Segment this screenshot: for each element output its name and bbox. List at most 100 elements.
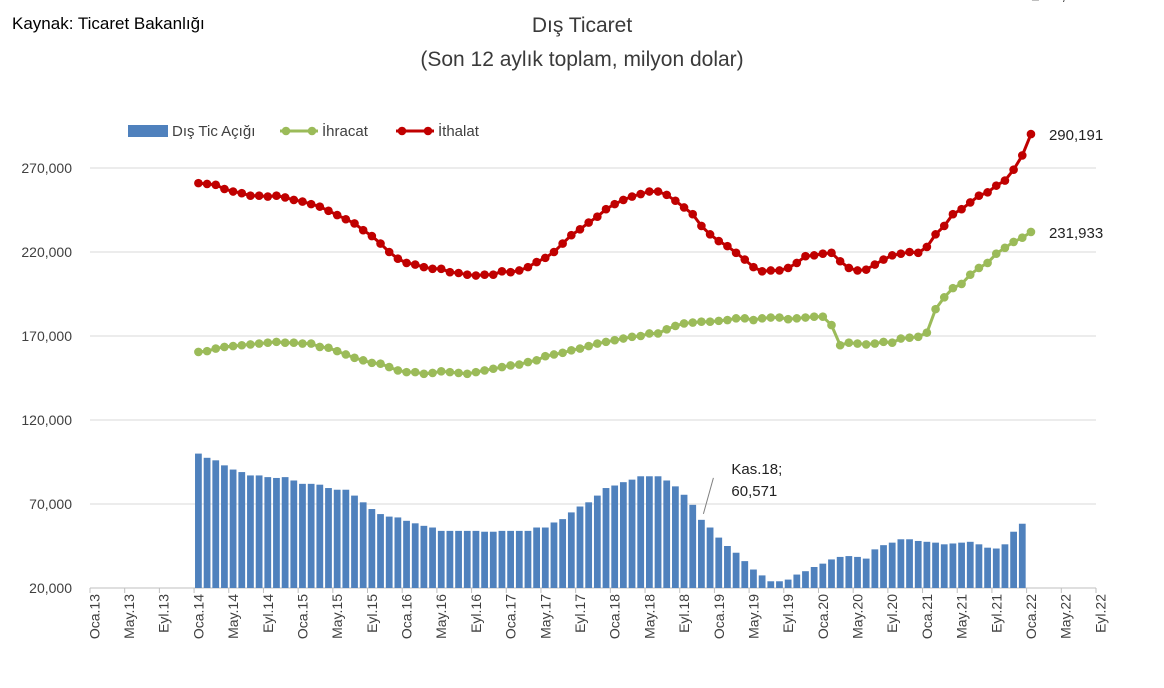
deficit-bar: [836, 556, 844, 588]
exports-point: [1026, 227, 1036, 237]
exports-point: [549, 350, 559, 359]
deficit-bar: [880, 545, 887, 588]
deficit-bar: [888, 542, 896, 588]
deficit-bar: [966, 541, 974, 588]
exports-point: [280, 338, 290, 348]
exports-point: [870, 339, 880, 348]
imports-point: [905, 247, 914, 257]
x-tick-label: Oca.22: [1023, 594, 1039, 639]
annotation-value: 231,933: [1049, 225, 1103, 242]
exports-point: [523, 357, 533, 367]
exports-point: [384, 362, 394, 372]
y-tick-label: 170,000: [21, 328, 72, 344]
deficit-bar: [533, 527, 541, 588]
deficit-bar: [776, 581, 783, 588]
exports-point: [584, 341, 593, 351]
deficit-bar: [481, 531, 488, 588]
deficit-bar: [828, 559, 835, 588]
imports-point: [497, 267, 507, 276]
deficit-bar: [940, 544, 948, 588]
imports-point: [480, 270, 489, 279]
deficit-bar: [507, 530, 514, 588]
imports-point: [384, 247, 394, 257]
exports-point: [939, 293, 949, 302]
imports-point: [714, 236, 724, 246]
imports-point: [619, 195, 628, 205]
exports-point: [289, 338, 299, 348]
x-tick-label: Eyl.17: [572, 594, 588, 633]
imports-point: [523, 262, 533, 272]
deficit-bar: [732, 552, 740, 588]
deficit-bar: [368, 509, 376, 588]
imports-point: [532, 257, 541, 267]
x-tick-label: May.13: [121, 594, 137, 639]
deficit-bar: [446, 530, 454, 588]
deficit-bars: [195, 453, 1026, 588]
legend-marker-exports: [281, 126, 291, 136]
exports-point: [922, 328, 932, 337]
imports-point: [1000, 176, 1010, 185]
exports-point: [402, 367, 411, 377]
x-tick-label: Eyl.15: [364, 594, 380, 633]
deficit-bar: [784, 579, 792, 588]
deficit-bar: [290, 480, 298, 588]
imports-point: [211, 180, 221, 190]
deficit-bar: [221, 465, 228, 588]
x-tick-label: May.15: [329, 594, 345, 639]
imports-point: [731, 248, 741, 258]
imports-point: [757, 267, 767, 276]
x-tick-label: Oca.21: [919, 594, 935, 639]
deficit-bar: [741, 561, 749, 588]
exports-point: [809, 312, 819, 321]
deficit-bar: [195, 453, 202, 588]
deficit-bar: [862, 558, 870, 588]
deficit-bar: [689, 504, 697, 588]
exports-point: [835, 340, 845, 350]
y-tick-label: 270,000: [21, 160, 72, 176]
exports-point: [740, 314, 750, 323]
imports-point: [419, 262, 429, 272]
exports-point: [991, 249, 1001, 258]
x-tick-label: May.19: [745, 594, 761, 639]
deficit-bar: [602, 488, 610, 588]
exports-point: [645, 329, 654, 338]
deficit-bar: [273, 477, 280, 588]
imports-point: [610, 199, 619, 209]
source-label: Kaynak: Ticaret Bakanlığı: [12, 14, 205, 33]
deficit-bar: [854, 556, 861, 588]
exports-point: [202, 346, 212, 356]
legend-marker-exports: [307, 126, 317, 136]
exports-point: [358, 356, 368, 365]
exports-point: [272, 337, 281, 347]
imports-point: [775, 266, 784, 275]
deficit-bar: [984, 547, 991, 588]
y-tick-label: 70,000: [29, 496, 72, 512]
exports-point: [428, 368, 437, 378]
exports-point: [671, 321, 680, 331]
exports-point: [532, 356, 541, 365]
deficit-bar: [377, 514, 384, 588]
exports-point: [983, 258, 992, 268]
exports-point: [237, 340, 247, 350]
imports-point: [514, 266, 524, 275]
x-tick-label: Oca.13: [86, 594, 102, 639]
exports-point: [783, 314, 793, 324]
deficit-bar: [767, 581, 775, 588]
exports-point: [341, 350, 351, 359]
chart-title: Dış Ticaret: [531, 14, 633, 37]
imports-point: [801, 251, 810, 261]
deficit-bar: [403, 520, 410, 588]
exports-point: [714, 316, 724, 326]
x-tick-label: Oca.20: [815, 594, 831, 639]
exports-point: [627, 332, 637, 342]
annotation-leader: [702, 477, 714, 514]
imports-point: [471, 271, 481, 280]
imports-point: [428, 264, 437, 274]
deficit-bar: [802, 571, 809, 588]
deficit-bar: [550, 522, 558, 588]
imports-point: [818, 249, 828, 258]
x-tick-label: Oca.19: [711, 594, 727, 639]
deficit-bar: [680, 494, 688, 588]
imports-point: [636, 189, 645, 199]
imports-point: [749, 262, 758, 272]
